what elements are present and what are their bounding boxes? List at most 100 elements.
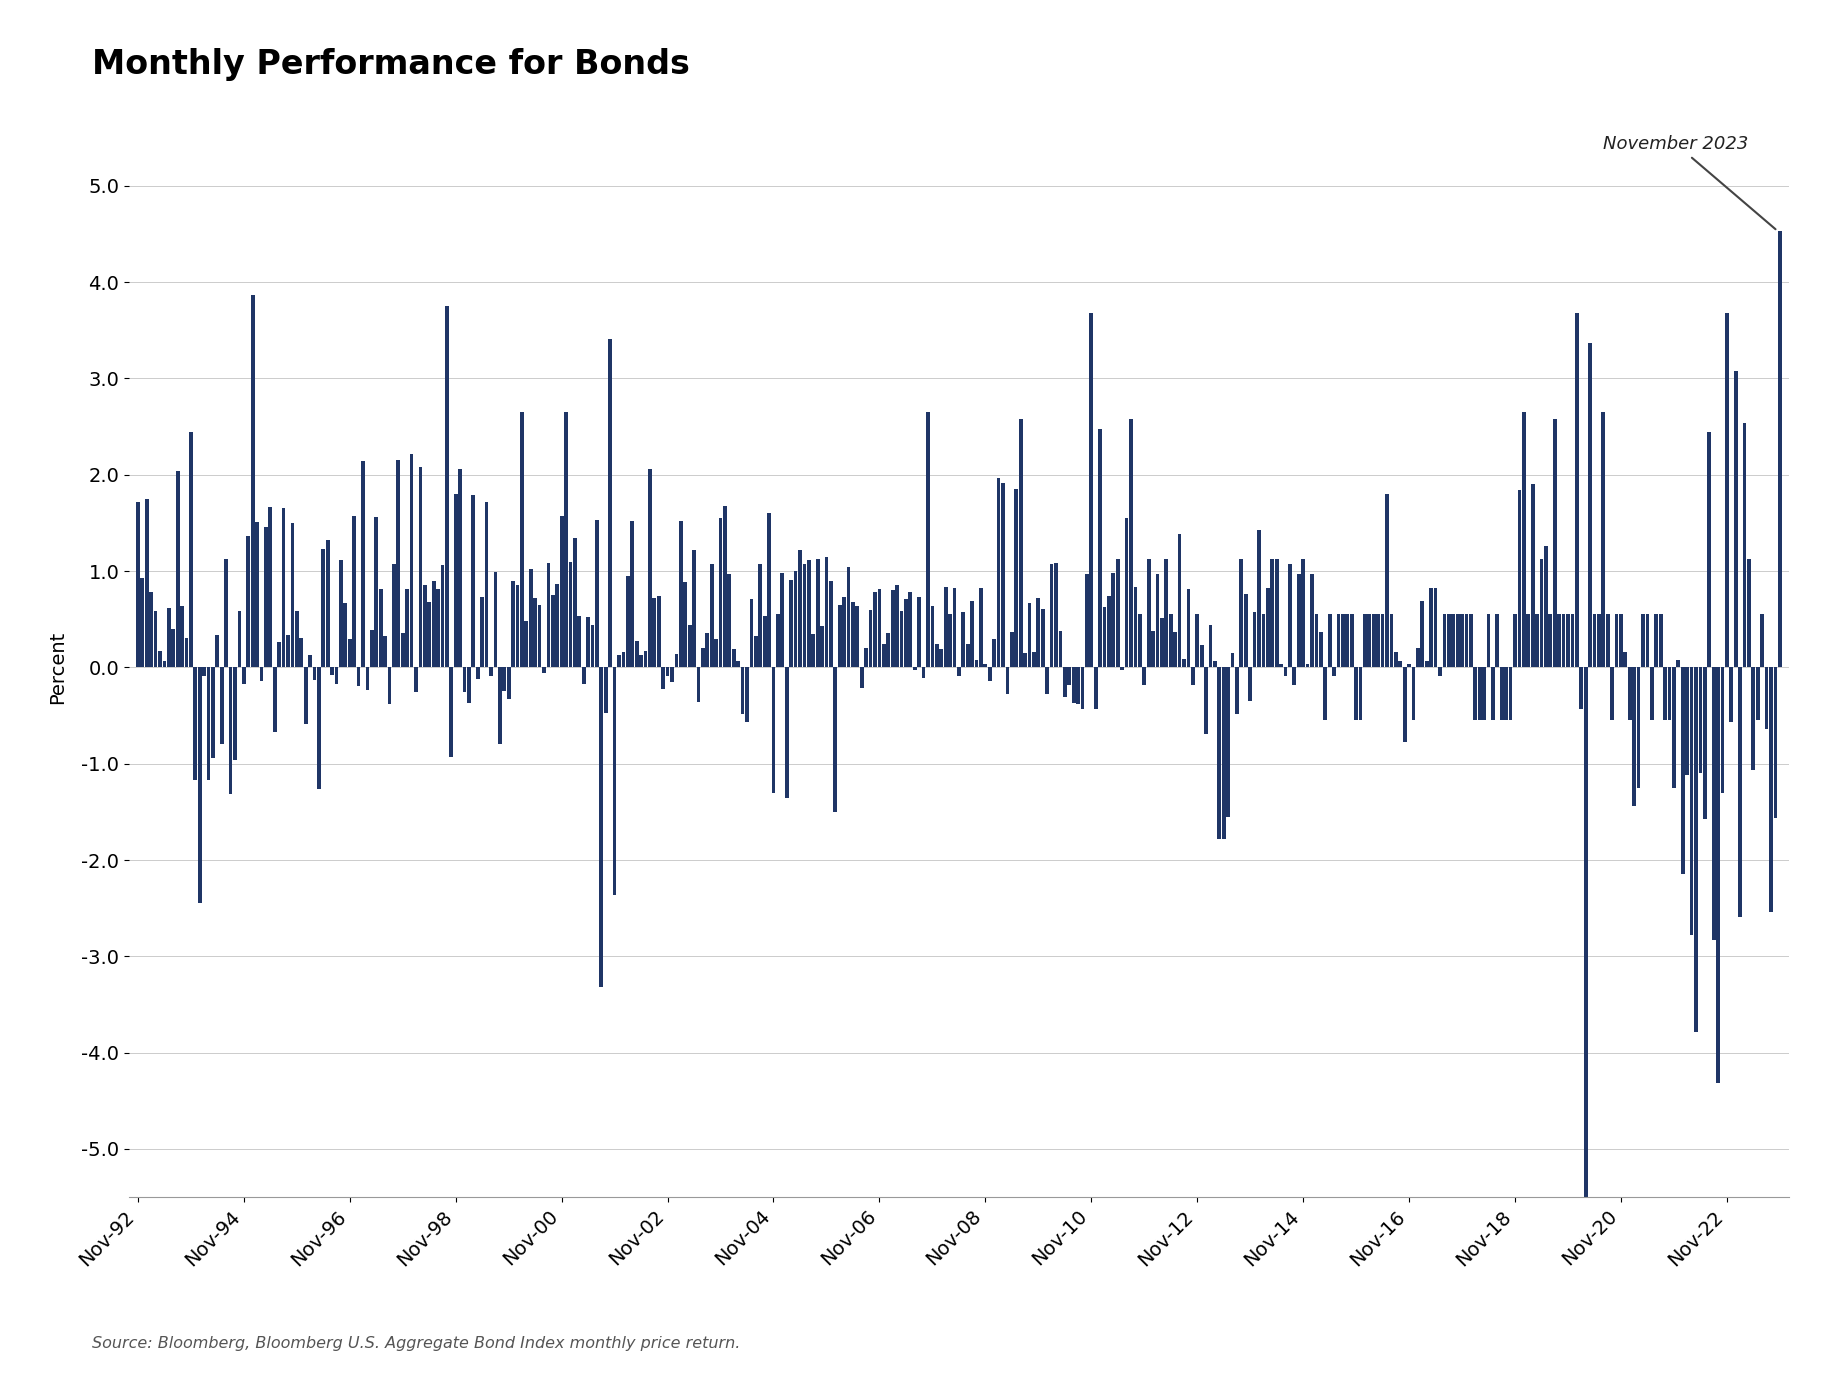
Bar xyxy=(520,413,524,667)
Bar xyxy=(1283,667,1287,676)
Bar xyxy=(749,599,754,667)
Bar xyxy=(393,564,396,667)
Bar xyxy=(1173,632,1176,667)
Bar xyxy=(1245,594,1248,667)
Bar xyxy=(1540,560,1543,667)
Bar xyxy=(953,589,957,667)
Bar xyxy=(387,667,391,705)
Bar xyxy=(511,581,514,667)
Bar xyxy=(476,667,479,678)
Bar xyxy=(1483,667,1486,721)
Bar xyxy=(1429,589,1433,667)
Bar xyxy=(714,640,717,667)
Bar xyxy=(728,574,732,667)
Bar xyxy=(780,572,784,667)
Bar xyxy=(1704,667,1708,819)
Bar xyxy=(1768,667,1772,912)
Bar xyxy=(1164,560,1169,667)
Bar xyxy=(1549,614,1553,667)
Bar xyxy=(450,667,454,757)
Bar xyxy=(171,629,175,667)
Bar xyxy=(1755,667,1759,721)
Bar xyxy=(1711,667,1715,940)
Bar xyxy=(422,585,426,667)
Bar xyxy=(1761,614,1765,667)
Bar xyxy=(1213,660,1217,667)
Bar xyxy=(568,563,572,667)
Bar xyxy=(1208,625,1212,667)
Bar xyxy=(1637,667,1641,787)
Bar xyxy=(339,560,343,667)
Bar xyxy=(1403,667,1407,743)
Bar xyxy=(1049,564,1053,667)
Bar xyxy=(618,655,621,667)
Bar xyxy=(916,597,920,667)
Bar xyxy=(741,667,745,714)
Bar xyxy=(1324,667,1328,721)
Bar xyxy=(1156,574,1160,667)
Bar xyxy=(586,618,590,667)
Bar xyxy=(1518,490,1521,667)
Bar xyxy=(538,605,542,667)
Bar xyxy=(1536,614,1540,667)
Bar xyxy=(1527,614,1531,667)
Bar xyxy=(349,640,352,667)
Bar xyxy=(247,537,251,667)
Bar xyxy=(1641,614,1645,667)
Bar xyxy=(577,616,581,667)
Bar xyxy=(1394,652,1398,667)
Bar xyxy=(542,667,546,673)
Bar xyxy=(431,581,435,667)
Bar xyxy=(988,667,992,681)
Bar xyxy=(975,659,979,667)
Bar xyxy=(1226,667,1230,817)
Bar xyxy=(225,559,229,667)
Bar xyxy=(640,655,644,667)
Bar xyxy=(454,494,457,667)
Bar xyxy=(219,667,223,744)
Bar xyxy=(1455,614,1459,667)
Bar xyxy=(957,667,961,676)
Bar xyxy=(723,505,727,667)
Bar xyxy=(308,655,312,667)
Bar xyxy=(1470,614,1473,667)
Bar xyxy=(745,667,749,722)
Bar xyxy=(1359,667,1363,721)
Bar xyxy=(1588,343,1591,667)
Bar xyxy=(1645,614,1649,667)
Bar xyxy=(1717,667,1720,1083)
Bar xyxy=(1116,560,1119,667)
Bar xyxy=(599,667,603,987)
Bar xyxy=(1765,667,1768,729)
Bar xyxy=(736,660,739,667)
Bar xyxy=(384,636,387,667)
Bar xyxy=(679,522,682,667)
Bar xyxy=(304,667,308,724)
Bar xyxy=(758,564,762,667)
Bar xyxy=(140,578,144,667)
Bar xyxy=(1521,413,1525,667)
Bar xyxy=(489,667,492,676)
Bar xyxy=(415,667,419,692)
Bar xyxy=(904,599,907,667)
Bar xyxy=(887,633,891,667)
Bar xyxy=(1438,667,1442,676)
Bar xyxy=(1027,603,1031,667)
Bar xyxy=(326,541,330,667)
Bar xyxy=(419,466,422,667)
Bar xyxy=(136,502,140,667)
Bar xyxy=(1442,614,1446,667)
Bar xyxy=(1178,534,1182,667)
Bar xyxy=(238,611,242,667)
Bar xyxy=(719,517,723,667)
Bar xyxy=(1566,614,1569,667)
Bar xyxy=(869,610,872,667)
Bar xyxy=(692,550,695,667)
Bar xyxy=(400,633,404,667)
Bar xyxy=(1473,667,1477,721)
Bar xyxy=(802,564,806,667)
Bar xyxy=(669,667,673,682)
Bar xyxy=(264,527,267,667)
Bar xyxy=(1081,667,1084,709)
Bar xyxy=(644,651,647,667)
